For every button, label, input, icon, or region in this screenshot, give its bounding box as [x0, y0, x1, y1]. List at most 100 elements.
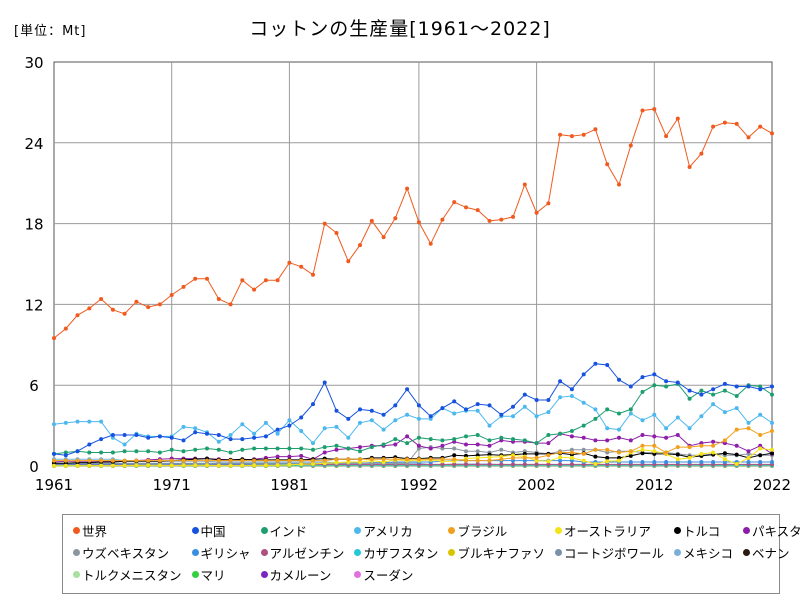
data-point: [216, 458, 221, 463]
data-point: [722, 457, 727, 462]
data-point: [322, 458, 327, 463]
legend-marker: [448, 527, 456, 534]
data-point: [605, 426, 610, 431]
data-point: [299, 446, 304, 451]
data-point: [334, 408, 339, 413]
data-point: [593, 416, 598, 421]
data-point: [593, 127, 598, 132]
data-point: [393, 442, 398, 447]
data-point: [593, 438, 598, 443]
data-point: [369, 218, 374, 223]
data-point: [322, 450, 327, 455]
data-point: [381, 412, 386, 417]
data-point: [664, 134, 669, 139]
legend-label: トルクメニスタン: [82, 568, 182, 583]
legend-marker: [73, 571, 80, 578]
data-point: [75, 463, 80, 468]
data-point: [581, 132, 586, 137]
data-point: [311, 462, 315, 466]
data-point: [464, 407, 468, 412]
data-point: [134, 433, 139, 437]
data-point: [699, 443, 704, 448]
data-point: [569, 462, 574, 467]
data-point: [722, 120, 727, 125]
data-point: [699, 414, 704, 419]
data-point: [546, 459, 551, 464]
data-point: [546, 441, 551, 446]
data-point: [652, 412, 657, 417]
data-point: [699, 451, 704, 456]
data-point: [640, 447, 645, 452]
data-point: [322, 426, 327, 431]
data-point: [452, 446, 457, 451]
data-point: [263, 458, 268, 463]
data-point: [393, 418, 398, 423]
data-point: [393, 457, 398, 462]
data-point: [252, 287, 257, 292]
data-point: [581, 458, 586, 463]
legend-label: ベナン: [751, 546, 790, 561]
data-point: [534, 462, 539, 467]
data-point: [652, 434, 657, 439]
data-point: [122, 458, 127, 463]
data-point: [569, 394, 574, 398]
data-point: [322, 380, 327, 385]
data-point: [416, 416, 421, 421]
data-point: [546, 433, 551, 437]
data-point: [628, 438, 633, 443]
data-point: [346, 259, 351, 264]
legend-item: オーストラリア: [554, 521, 664, 540]
data-point: [546, 453, 551, 458]
data-point: [240, 447, 245, 452]
data-point: [687, 426, 692, 431]
legend-marker: [554, 549, 562, 556]
data-point: [263, 434, 268, 439]
data-point: [110, 450, 115, 455]
data-point: [522, 438, 527, 443]
data-point: [228, 302, 233, 307]
data-point: [464, 458, 468, 463]
data-point: [758, 433, 763, 437]
data-point: [581, 447, 586, 452]
data-point: [558, 395, 563, 400]
data-point: [675, 433, 680, 437]
data-point: [169, 463, 174, 468]
data-point: [464, 462, 468, 467]
data-point: [746, 455, 751, 460]
unit-label: [単位：Mt]: [14, 24, 87, 39]
data-point: [428, 457, 433, 462]
data-point: [734, 394, 739, 398]
data-point: [593, 462, 598, 466]
data-point: [687, 445, 692, 450]
legend-label: スーダン: [363, 568, 414, 583]
y-tick-label: 6: [29, 377, 39, 395]
data-point: [687, 396, 692, 401]
data-point: [63, 453, 68, 458]
data-point: [675, 116, 680, 121]
data-point: [181, 424, 186, 429]
data-point: [263, 463, 268, 468]
data-point: [617, 411, 621, 416]
data-point: [358, 407, 362, 412]
data-point: [640, 108, 645, 113]
legend-item: アメリカ: [354, 521, 438, 540]
data-point: [628, 384, 633, 389]
data-point: [87, 463, 92, 468]
legend-marker: [260, 571, 268, 578]
data-point: [52, 458, 56, 463]
data-point: [358, 449, 362, 454]
data-point: [558, 458, 563, 463]
data-point: [664, 384, 669, 389]
data-point: [134, 449, 139, 454]
data-point: [475, 408, 480, 413]
data-point: [381, 442, 386, 447]
legend-marker: [191, 549, 199, 556]
data-point: [475, 402, 480, 407]
data-point: [252, 431, 257, 436]
x-tick-label: 1971: [153, 476, 191, 494]
data-point: [511, 214, 515, 219]
data-point: [63, 463, 68, 468]
data-point: [770, 392, 774, 397]
legend-item: ブルキナファソ: [448, 543, 545, 562]
data-point: [275, 278, 280, 283]
